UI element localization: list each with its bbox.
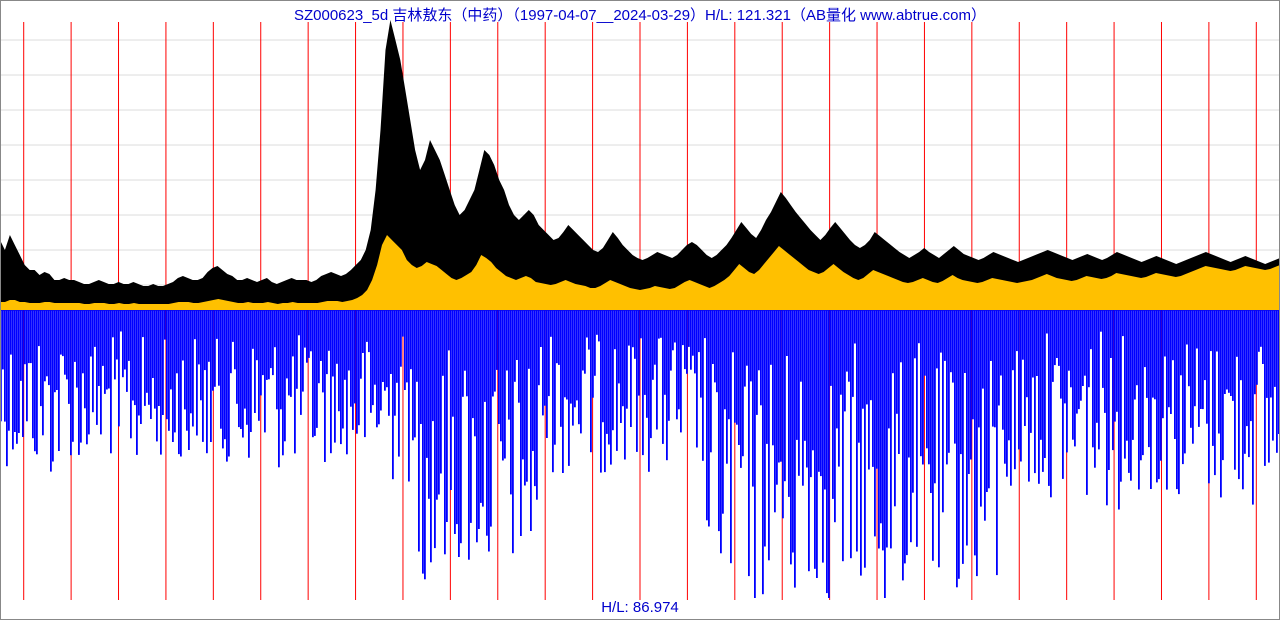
chart-footer: H/L: 86.974 — [0, 599, 1280, 616]
chart-plot — [0, 0, 1280, 620]
stock-chart: SZ000623_5d 吉林敖东（中药）（1997-04-07__2024-03… — [0, 0, 1280, 620]
chart-title: SZ000623_5d 吉林敖东（中药）（1997-04-07__2024-03… — [0, 4, 1280, 25]
